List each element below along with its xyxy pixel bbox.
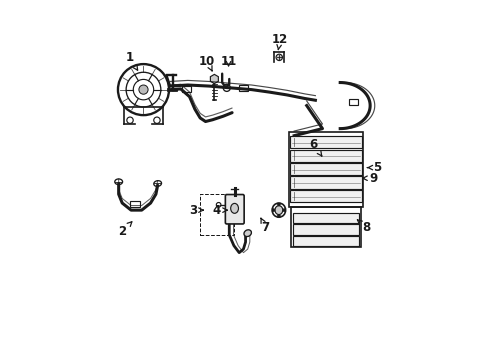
Ellipse shape <box>216 203 221 207</box>
Bar <box>288 132 363 207</box>
Text: 2: 2 <box>118 222 132 238</box>
Circle shape <box>139 85 148 94</box>
Ellipse shape <box>244 230 251 237</box>
Ellipse shape <box>230 203 238 213</box>
FancyBboxPatch shape <box>289 163 362 175</box>
Ellipse shape <box>115 179 122 185</box>
FancyBboxPatch shape <box>225 194 244 224</box>
Text: 7: 7 <box>261 218 269 234</box>
Text: 12: 12 <box>271 33 287 50</box>
FancyBboxPatch shape <box>289 176 362 189</box>
Text: 3: 3 <box>189 204 203 217</box>
Text: 9: 9 <box>362 172 377 185</box>
Ellipse shape <box>153 181 161 186</box>
Text: 4: 4 <box>212 204 227 217</box>
Text: 6: 6 <box>309 138 321 156</box>
Ellipse shape <box>274 206 282 215</box>
FancyBboxPatch shape <box>289 149 362 162</box>
FancyBboxPatch shape <box>289 136 362 148</box>
Circle shape <box>272 209 274 212</box>
FancyBboxPatch shape <box>293 236 358 246</box>
Text: 8: 8 <box>357 220 370 234</box>
Text: 1: 1 <box>125 51 137 70</box>
Text: 5: 5 <box>367 161 381 174</box>
Text: 10: 10 <box>199 55 215 71</box>
FancyBboxPatch shape <box>289 190 362 202</box>
Bar <box>200 194 233 235</box>
Circle shape <box>277 203 280 206</box>
FancyBboxPatch shape <box>293 224 358 235</box>
Circle shape <box>277 215 280 217</box>
Text: 11: 11 <box>220 55 236 68</box>
Ellipse shape <box>276 54 282 60</box>
Ellipse shape <box>272 203 285 217</box>
Circle shape <box>282 209 285 212</box>
FancyBboxPatch shape <box>293 213 358 223</box>
Bar <box>290 207 361 247</box>
